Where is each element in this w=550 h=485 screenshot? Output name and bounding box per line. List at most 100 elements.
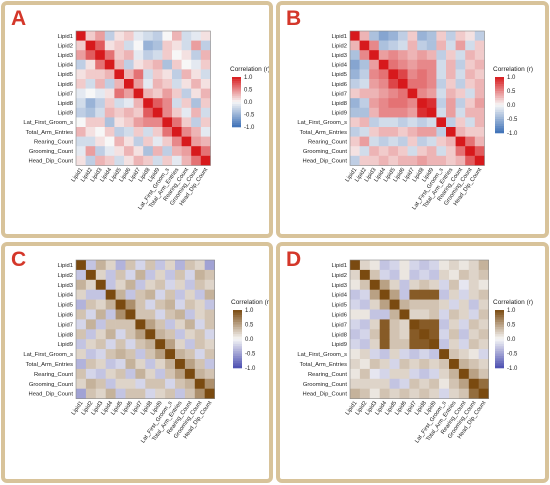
heatmap-cell — [398, 107, 408, 118]
heatmap-cell — [369, 40, 380, 51]
heatmap-cell — [417, 79, 428, 89]
legend-swatch — [232, 120, 241, 124]
heatmap-cell — [458, 359, 470, 370]
heatmap-cell — [388, 117, 399, 128]
heatmap-cell — [439, 279, 450, 290]
heatmap-cell — [200, 50, 211, 61]
heatmap-cell — [446, 79, 456, 89]
heatmap-cell — [468, 289, 479, 300]
panel-label-a: A — [11, 7, 27, 30]
heatmap-cell — [446, 146, 456, 157]
heatmap-cell — [204, 299, 215, 310]
heatmap-cell — [181, 117, 192, 128]
legend-tick-label: 0.5 — [507, 323, 516, 329]
heatmap-cell — [191, 107, 202, 118]
heatmap-cell — [125, 319, 136, 330]
heatmap-cell — [426, 40, 437, 51]
heatmap-cell — [468, 359, 479, 370]
heatmap-cell — [204, 269, 215, 281]
legend-swatch — [495, 91, 504, 94]
heatmap-cell — [76, 359, 87, 370]
heatmap-cell — [105, 329, 116, 340]
heatmap-cell — [85, 40, 96, 51]
heatmap-cell — [399, 388, 410, 399]
legend-swatch — [495, 331, 504, 335]
heatmap-cell — [378, 107, 389, 118]
heatmap-cell — [465, 79, 476, 89]
heatmap-cell — [145, 368, 156, 380]
heatmap-cell — [95, 388, 106, 399]
heatmap-cell — [105, 319, 116, 330]
heatmap-cell — [439, 388, 450, 399]
heatmap-cell — [455, 50, 466, 61]
legend-swatch — [232, 81, 241, 84]
heatmap-cell — [474, 127, 485, 137]
legend-tick-label: -0.5 — [507, 352, 518, 358]
heatmap-cell — [95, 155, 106, 166]
row-label: Lipid9 — [58, 111, 73, 117]
legend-swatch — [233, 331, 242, 335]
heatmap-cell — [446, 50, 456, 61]
heatmap-cell — [184, 289, 196, 300]
row-label: Grooming_Count — [29, 382, 74, 388]
heatmap-cell — [399, 359, 410, 370]
heatmap-cell — [398, 155, 408, 166]
heatmap-cell — [474, 98, 485, 109]
heatmap-cell — [446, 31, 456, 41]
heatmap-cell — [388, 127, 399, 137]
heatmap-cell — [388, 107, 399, 118]
heatmap-cell — [350, 309, 361, 320]
legend-swatch — [232, 95, 241, 99]
heatmap-cell — [115, 309, 126, 320]
heatmap-cell — [478, 279, 489, 290]
heatmap-cell — [165, 349, 176, 360]
heatmap-cell — [191, 136, 202, 147]
heatmap-cell — [181, 31, 192, 41]
heatmap-cell — [172, 59, 182, 70]
heatmap-cell — [458, 349, 470, 360]
heatmap-cell — [95, 88, 106, 99]
heatmap-cell — [389, 349, 400, 360]
heatmap-cell — [114, 59, 125, 70]
heatmap-cell — [152, 146, 163, 157]
heatmap-cell — [76, 50, 86, 61]
heatmap-cell — [426, 146, 437, 157]
legend-swatch — [233, 310, 242, 313]
heatmap-cell — [407, 98, 418, 109]
heatmap-cell — [458, 319, 470, 330]
heatmap-cell — [389, 388, 400, 399]
legend-tick-label: 1.0 — [507, 308, 516, 314]
heatmap-cell — [369, 79, 380, 89]
heatmap-cell — [436, 88, 447, 99]
legend-swatch — [233, 324, 242, 328]
heatmap-cell — [143, 59, 154, 70]
heatmap-cell — [184, 269, 196, 281]
heatmap-cell — [115, 349, 126, 360]
legend-swatch — [495, 346, 504, 349]
heatmap-cell — [478, 289, 489, 300]
heatmap-cell — [436, 69, 447, 80]
legend-swatch — [495, 77, 504, 80]
heatmap-cell — [135, 349, 146, 360]
heatmap-cell — [143, 88, 154, 99]
heatmap-cell — [95, 368, 106, 380]
heatmap-cell — [399, 378, 410, 389]
heatmap-cell — [436, 98, 447, 109]
heatmap-cell — [76, 368, 87, 380]
heatmap-d: Lipid1Lipid1Lipid2Lipid2Lipid3Lipid3Lipi… — [297, 259, 533, 444]
heatmap-cell — [104, 50, 115, 61]
heatmap-cell — [458, 339, 470, 350]
heatmap-cell — [398, 40, 408, 51]
heatmap-cell — [458, 260, 470, 271]
heatmap-cell — [145, 319, 156, 330]
heatmap-cell — [417, 50, 428, 61]
heatmap-cell — [474, 88, 485, 99]
heatmap-cell — [449, 388, 460, 399]
legend-swatch — [495, 112, 504, 115]
heatmap-cell — [407, 50, 418, 61]
heatmap-cell — [76, 279, 87, 290]
heatmap-cell — [76, 388, 87, 399]
heatmap-cell — [379, 269, 390, 281]
heatmap-cell — [165, 319, 176, 330]
heatmap-cell — [191, 79, 202, 89]
